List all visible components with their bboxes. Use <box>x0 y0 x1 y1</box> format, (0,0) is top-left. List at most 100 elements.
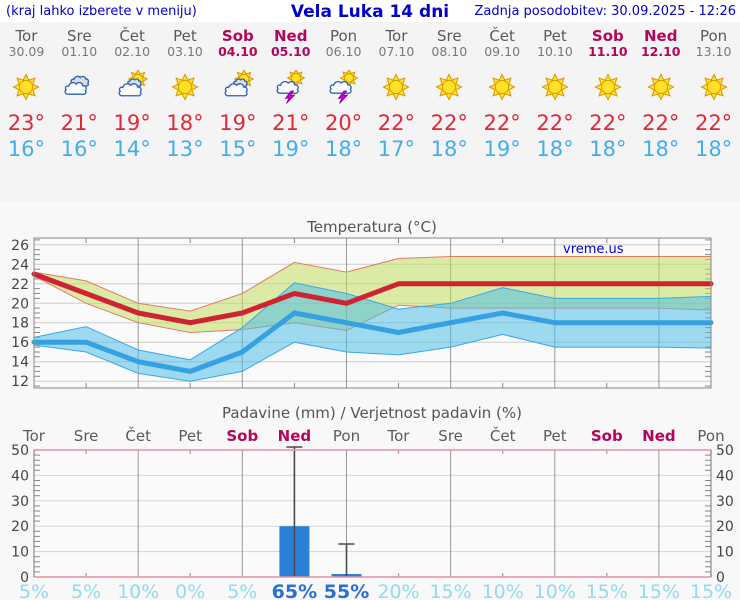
forecast-table: Tor 30.09 23° 16° Sre 01.10 21° 16° Čet 02.10 19° 1… <box>0 28 740 162</box>
precip-probability-label: 15% <box>429 581 471 600</box>
forecast-day-column[interactable]: Pet 03.10 18° 13° <box>159 28 212 162</box>
weather-icon-box <box>0 70 53 107</box>
high-temperature: 22° <box>483 111 521 135</box>
weather-icon-box <box>53 70 106 107</box>
page-title: Vela Luka 14 dni <box>290 2 450 22</box>
lightning-bolt <box>284 90 296 104</box>
high-temperature: 20° <box>324 111 363 135</box>
high-temperature: 19° <box>113 111 151 135</box>
low-temperature: 16° <box>7 137 46 161</box>
high-temperature: 22° <box>642 111 680 135</box>
precip-ytick-label-right: 50 <box>716 443 734 459</box>
high-temperature: 22° <box>589 111 627 135</box>
watermark-link[interactable]: vreme.us <box>563 242 624 257</box>
high-temp-line <box>31 271 714 326</box>
storm-icon <box>329 68 359 104</box>
forecast-day-column[interactable]: Tor 07.10 22° 17° <box>370 28 423 162</box>
temp-ytick-label: 22 <box>11 277 29 293</box>
forecast-day-column[interactable]: Sre 08.10 22° 18° <box>423 28 476 162</box>
low-temperature: 16° <box>60 137 98 161</box>
day-name: Sob <box>591 27 624 45</box>
lightning-bolt <box>337 90 349 104</box>
high-temperature: 22° <box>536 111 574 135</box>
precip-ytick-label-left: 50 <box>11 443 29 459</box>
low-temp-line <box>31 310 714 374</box>
precip-probability-label: 20% <box>377 581 419 600</box>
precip-ytick-label-right: 30 <box>716 494 734 510</box>
sun-disc <box>495 79 510 95</box>
forecast-day-column[interactable]: Sre 01.10 21° 16° <box>53 28 106 162</box>
temp-plot-frame <box>33 237 712 389</box>
forecast-day-column[interactable]: Pon 06.10 20° 18° <box>317 28 370 162</box>
day-name: Čet <box>489 27 515 45</box>
weather-icon-box <box>529 70 582 107</box>
sun-disc <box>290 73 301 83</box>
sun-cloud-icon <box>118 68 149 97</box>
low-temperature: 15° <box>219 137 257 161</box>
sun-icon <box>541 73 569 101</box>
temp-chart-title: Temperatura (°C) <box>306 218 437 236</box>
weather-icon-box <box>264 68 317 107</box>
sun-icon <box>488 73 516 101</box>
temp-ytick-label: 26 <box>11 238 29 254</box>
precip-ytick-label-left: 0 <box>20 570 29 586</box>
day-date: 11.10 <box>588 44 628 59</box>
cloud-shape <box>224 83 248 97</box>
low-temperature: 19° <box>483 137 521 161</box>
sun-disc <box>177 79 193 95</box>
forecast-day-column[interactable]: Čet 02.10 19° 14° <box>106 28 159 162</box>
precip-day-label: Sre <box>74 427 99 445</box>
forecast-day-column[interactable]: Ned 12.10 22° 18° <box>634 28 687 162</box>
precip-probability-label: 65% <box>272 581 317 600</box>
day-date: 09.10 <box>484 44 521 59</box>
precip-ytick-label-right: 40 <box>716 468 734 484</box>
precip-probability-label: 15% <box>690 581 732 600</box>
precip-ytick-label-right: 20 <box>716 519 734 535</box>
high-temperature: 22° <box>430 111 468 135</box>
weather-icon-box <box>106 68 159 107</box>
sun-disc <box>389 79 404 95</box>
precip-day-label: Sob <box>226 427 258 445</box>
precip-day-label: Čet <box>125 426 151 445</box>
precip-day-label: Pet <box>178 427 202 445</box>
day-date: 10.10 <box>537 44 573 59</box>
low-temperature: 18° <box>430 137 468 161</box>
sun-icon <box>171 73 199 101</box>
day-name: Pet <box>173 27 197 45</box>
day-name: Pet <box>543 27 567 45</box>
day-date: 30.09 <box>8 44 45 59</box>
header-bar: (kraj lahko izberete v meniju) Vela Luka… <box>0 0 740 22</box>
temp-ytick-label: 24 <box>11 257 29 273</box>
weather-icon-box <box>634 70 687 107</box>
forecast-day-column[interactable]: Tor 30.09 23° 16° <box>0 28 53 162</box>
forecast-day-column[interactable]: Pet 10.10 22° 18° <box>529 28 582 162</box>
precip-ytick-label-left: 10 <box>11 545 29 561</box>
precip-day-label: Ned <box>642 427 675 445</box>
precip-probability-label: 10% <box>117 581 159 600</box>
precip-probability-label: 15% <box>638 581 680 600</box>
weather-icon-box <box>211 68 264 107</box>
forecast-day-column[interactable]: Sob 11.10 22° 18° <box>581 28 634 162</box>
forecast-day-column[interactable]: Ned 05.10 21° 19° <box>264 28 317 162</box>
day-date: 02.10 <box>114 44 151 59</box>
day-name: Tor <box>15 27 38 45</box>
temp-ytick-label: 16 <box>11 335 29 351</box>
forecast-panel <box>0 22 740 202</box>
sun-icon <box>699 73 728 101</box>
low-temperature: 19° <box>272 137 310 161</box>
forecast-day-column[interactable]: Pon 13.10 22° 18° <box>687 28 740 162</box>
precip-day-label: Ned <box>278 427 311 445</box>
day-date: 06.10 <box>325 44 362 59</box>
last-update-text: Zadnja posodobitev: 30.09.2025 - 12:26 <box>474 4 736 19</box>
precip-day-label: Pon <box>333 427 360 445</box>
forecast-day-column[interactable]: Čet 09.10 22° 19° <box>476 28 529 162</box>
sun-disc <box>19 79 34 95</box>
precip-probability-label: 5% <box>227 581 257 600</box>
forecast-day-column[interactable]: Sob 04.10 19° 15° <box>211 28 264 162</box>
day-date: 07.10 <box>378 44 415 59</box>
precip-probability-label: 10% <box>534 581 576 600</box>
precip-ytick-label-right: 10 <box>716 545 734 561</box>
high-temperature: 21° <box>272 111 310 135</box>
